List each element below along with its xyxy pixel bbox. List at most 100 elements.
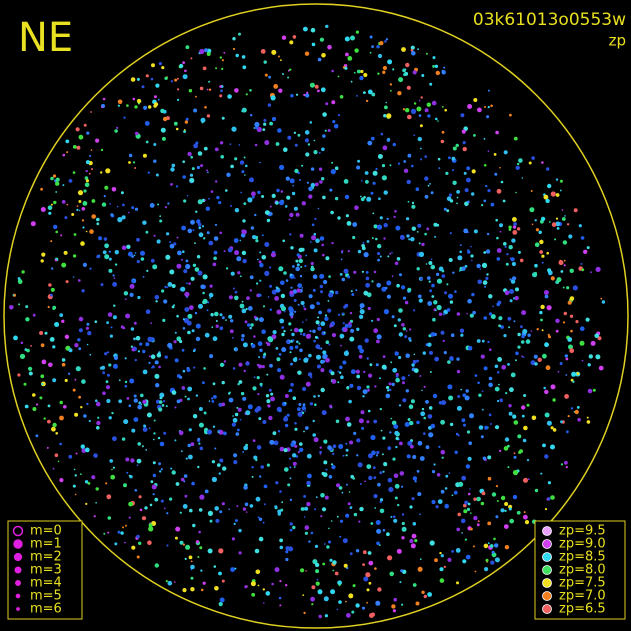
- star: [284, 423, 289, 428]
- star: [444, 291, 447, 295]
- star: [104, 243, 109, 249]
- zp-label: zp=6.5: [559, 602, 606, 617]
- star: [299, 179, 301, 181]
- star: [378, 197, 381, 200]
- star: [145, 342, 150, 347]
- star: [367, 89, 373, 95]
- star: [198, 303, 203, 309]
- star: [377, 258, 380, 262]
- star: [285, 546, 290, 551]
- star: [302, 332, 306, 337]
- star: [504, 545, 510, 550]
- star: [289, 290, 294, 295]
- star: [300, 507, 305, 511]
- star: [233, 453, 238, 458]
- star: [345, 52, 349, 57]
- star: [222, 466, 227, 471]
- star: [279, 318, 285, 324]
- star: [421, 74, 425, 77]
- star: [409, 328, 412, 331]
- star: [435, 309, 437, 312]
- star: [344, 36, 350, 42]
- star: [536, 328, 539, 331]
- star: [219, 56, 222, 59]
- star: [175, 127, 179, 131]
- star: [394, 210, 397, 213]
- star: [270, 95, 276, 101]
- star: [153, 159, 157, 163]
- star: [487, 542, 490, 545]
- star: [111, 411, 114, 415]
- star: [250, 581, 256, 587]
- star: [120, 531, 124, 535]
- star: [137, 350, 140, 353]
- star: [547, 268, 552, 273]
- star: [292, 525, 296, 530]
- star: [100, 171, 103, 174]
- star: [537, 357, 542, 362]
- star: [355, 369, 360, 374]
- star: [197, 465, 200, 469]
- star: [559, 189, 562, 192]
- star: [128, 404, 132, 408]
- star: [232, 415, 234, 417]
- star: [329, 558, 333, 562]
- star: [580, 262, 583, 265]
- star: [73, 468, 76, 471]
- star: [284, 402, 287, 405]
- star: [128, 161, 131, 164]
- star: [188, 305, 194, 310]
- star: [456, 581, 459, 585]
- star: [384, 286, 388, 290]
- star: [253, 127, 256, 129]
- star: [59, 400, 63, 405]
- star: [182, 160, 185, 163]
- star: [359, 483, 362, 485]
- star: [392, 457, 396, 461]
- star: [239, 239, 242, 242]
- star: [223, 250, 226, 253]
- star: [264, 210, 270, 216]
- star: [213, 565, 217, 568]
- star: [441, 400, 447, 406]
- star: [447, 360, 451, 364]
- star: [304, 138, 309, 143]
- star: [91, 199, 96, 203]
- star: [154, 563, 159, 568]
- star: [190, 587, 195, 592]
- star: [173, 581, 176, 583]
- star: [382, 436, 386, 440]
- star: [274, 505, 278, 509]
- star: [337, 580, 342, 586]
- star: [309, 121, 313, 124]
- star: [142, 427, 148, 432]
- star: [404, 335, 408, 339]
- star: [96, 255, 100, 259]
- star: [233, 238, 239, 243]
- star: [263, 484, 268, 489]
- star: [320, 368, 325, 373]
- star: [587, 363, 591, 367]
- star: [227, 247, 233, 253]
- star: [471, 192, 475, 196]
- star: [158, 365, 161, 369]
- star: [215, 180, 218, 183]
- star: [107, 312, 113, 317]
- star: [100, 283, 104, 287]
- star: [365, 572, 371, 578]
- star: [165, 580, 168, 583]
- star: [83, 123, 87, 127]
- star: [254, 408, 260, 413]
- star: [368, 581, 372, 585]
- star: [565, 374, 568, 376]
- star: [239, 418, 242, 421]
- star: [238, 551, 242, 555]
- star: [485, 184, 488, 188]
- star: [295, 93, 299, 96]
- star: [496, 399, 500, 403]
- star: [270, 252, 276, 258]
- star: [159, 441, 165, 447]
- star: [346, 221, 352, 226]
- star: [373, 494, 378, 499]
